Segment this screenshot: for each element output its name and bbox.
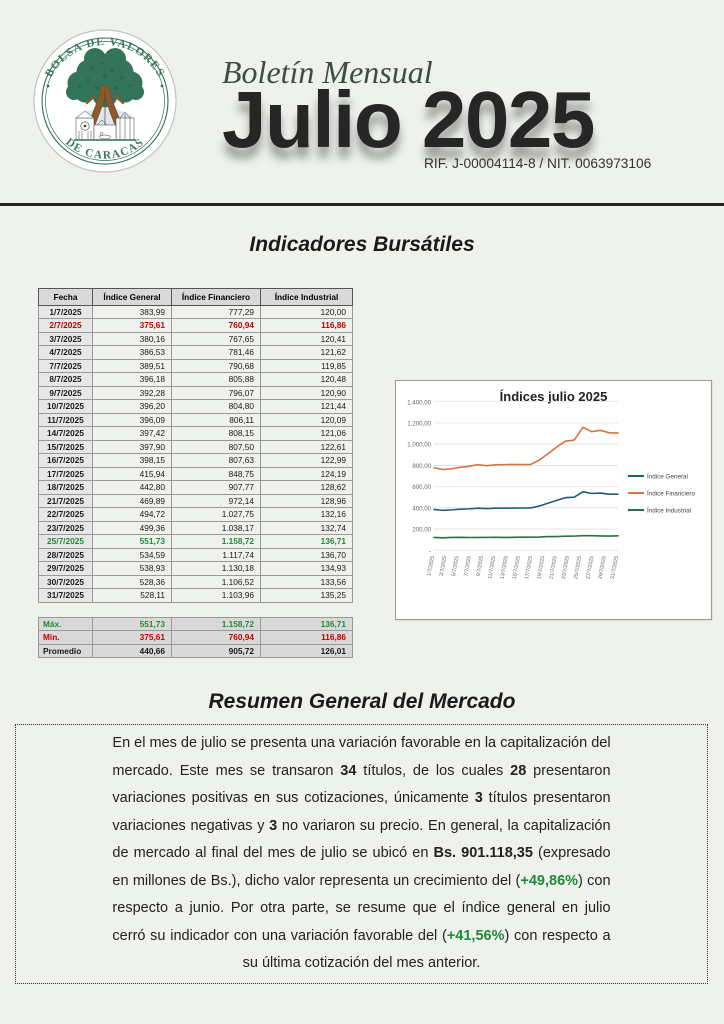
- svg-text:800,00: 800,00: [412, 463, 431, 470]
- svg-text:1.400,00: 1.400,00: [407, 399, 431, 406]
- svg-text:21/7/2025: 21/7/2025: [549, 555, 559, 579]
- svg-text:Índice General: Índice General: [647, 471, 688, 480]
- svg-text:1/7/2025: 1/7/2025: [426, 555, 435, 576]
- svg-text:27/7/2025: 27/7/2025: [585, 555, 595, 579]
- svg-text:7/7/2025: 7/7/2025: [463, 555, 472, 576]
- svg-text:3/7/2025: 3/7/2025: [439, 555, 448, 576]
- svg-text:23/7/2025: 23/7/2025: [561, 555, 571, 579]
- svg-text:9/7/2025: 9/7/2025: [476, 555, 485, 576]
- svg-text:-: -: [429, 548, 431, 555]
- svg-text:13/7/2025: 13/7/2025: [500, 555, 510, 579]
- svg-text:Índice Financiero: Índice Financiero: [647, 488, 695, 497]
- svg-text:400,00: 400,00: [412, 505, 431, 512]
- svg-text:15/7/2025: 15/7/2025: [512, 555, 522, 579]
- svg-text:11/7/2025: 11/7/2025: [487, 555, 497, 579]
- svg-text:600,00: 600,00: [412, 484, 431, 491]
- svg-text:1.200,00: 1.200,00: [407, 421, 431, 428]
- svg-text:19/7/2025: 19/7/2025: [536, 555, 546, 579]
- svg-text:25/7/2025: 25/7/2025: [573, 555, 583, 579]
- svg-text:17/7/2025: 17/7/2025: [524, 555, 534, 579]
- svg-text:Índice Industrial: Índice Industrial: [647, 505, 691, 514]
- svg-text:29/7/2025: 29/7/2025: [598, 555, 608, 579]
- svg-text:200,00: 200,00: [412, 527, 431, 534]
- svg-text:31/7/2025: 31/7/2025: [610, 555, 620, 579]
- svg-text:1.000,00: 1.000,00: [407, 442, 431, 449]
- svg-text:5/7/2025: 5/7/2025: [451, 555, 460, 576]
